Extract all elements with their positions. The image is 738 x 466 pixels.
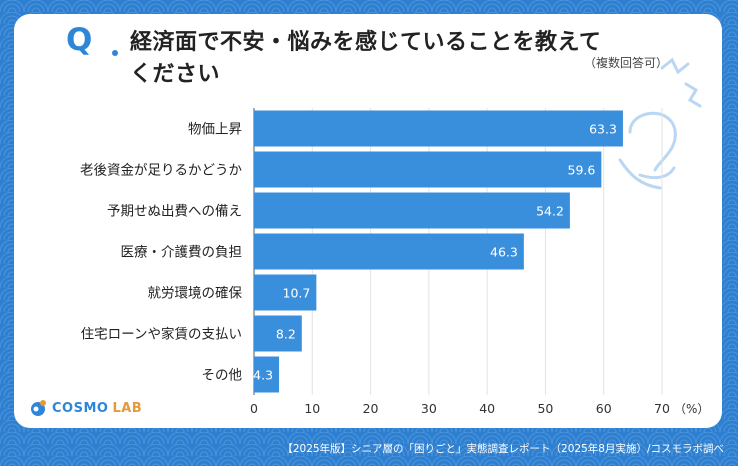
value-label-1: 59.6: [568, 163, 596, 178]
bar-5: [254, 315, 302, 352]
value-label-2: 54.2: [536, 204, 564, 219]
category-label-2: 予期せぬ出費への備え: [107, 204, 242, 220]
category-label-6: その他: [202, 368, 243, 384]
logo-name: COSMO: [52, 400, 109, 416]
question-dot: [112, 50, 118, 56]
bar-6: [254, 356, 280, 393]
logo-suffix: LAB: [112, 400, 143, 416]
x-tick-label-2: 20: [363, 401, 379, 416]
x-tick-label-0: 0: [250, 401, 258, 416]
category-label-1: 老後資金が足りるかどうか: [80, 163, 242, 179]
chart-title-line-1: 経済面で不安・悩みを感じていることを教えて: [130, 30, 602, 55]
value-label-5: 8.2: [276, 327, 296, 342]
x-axis-unit-label: （%）: [674, 402, 709, 416]
bar-4: [254, 274, 317, 311]
thinking-person-illustration: [618, 57, 702, 190]
cosmo-lab-logo: COSMO LAB: [28, 398, 142, 418]
value-label-6: 4.3: [253, 368, 273, 383]
bar-1: [254, 151, 602, 188]
category-label-5: 住宅ローンや家賃の支払い: [81, 326, 242, 343]
value-label-0: 63.3: [589, 122, 617, 137]
bar-2: [254, 192, 570, 229]
source-footer: 【2025年版】シニア層の「困りごと」実態調査レポート（2025年8月実施）/コ…: [282, 443, 724, 455]
x-tick-label-5: 50: [537, 401, 553, 416]
value-label-3: 46.3: [490, 245, 518, 260]
chart-title-line-2: ください: [130, 62, 221, 87]
category-label-0: 物価上昇: [188, 122, 242, 138]
question-mark-label: Q: [66, 22, 92, 58]
value-label-4: 10.7: [283, 286, 311, 301]
x-tick-label-1: 10: [304, 401, 320, 416]
multiple-answer-note: （複数回答可）: [584, 56, 669, 70]
category-label-4: 就労環境の確保: [148, 286, 243, 302]
x-tick-label-4: 40: [479, 401, 495, 416]
x-tick-label-7: 70: [654, 401, 670, 416]
bar-0: [254, 110, 623, 147]
category-label-3: 医療・介護費の負担: [121, 244, 243, 261]
bar-3: [254, 233, 524, 270]
x-tick-label-3: 30: [421, 401, 437, 416]
logo-icon: [31, 400, 46, 416]
x-tick-label-6: 60: [596, 401, 612, 416]
